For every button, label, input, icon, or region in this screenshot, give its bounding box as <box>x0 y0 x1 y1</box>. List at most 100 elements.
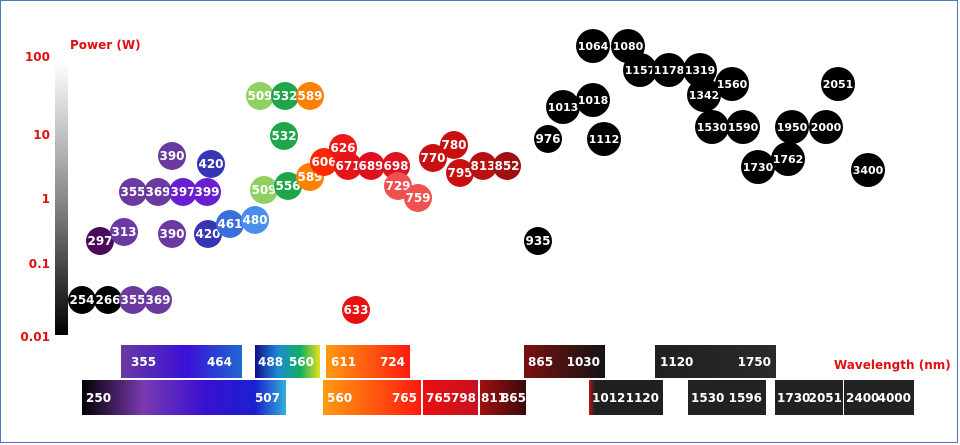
data-point-509 <box>246 82 274 110</box>
data-point-369 <box>144 178 172 206</box>
band-label: 1030 <box>567 355 600 369</box>
band-560-765 <box>323 380 421 415</box>
data-point-label: 397 <box>170 185 195 199</box>
data-point-1112 <box>587 122 621 156</box>
data-point-label: 420 <box>198 157 223 171</box>
data-point-label: 297 <box>87 234 112 248</box>
data-point-355 <box>119 178 147 206</box>
data-point-509 <box>250 176 278 204</box>
data-point-1590 <box>726 110 760 144</box>
data-point-label: 813 <box>470 159 495 173</box>
data-point-420 <box>194 220 222 248</box>
data-point-1762 <box>771 142 805 176</box>
band-label: 355 <box>131 355 156 369</box>
x-axis-label: Wavelength (nm) <box>834 358 951 372</box>
data-point-label: 1950 <box>777 121 808 134</box>
data-point-556 <box>274 172 302 200</box>
data-point-480 <box>241 206 269 234</box>
band-label: 250 <box>86 391 111 405</box>
data-point-759 <box>404 184 432 212</box>
data-point-label: 266 <box>95 293 120 307</box>
data-point-label: 626 <box>330 141 355 155</box>
data-point-1319 <box>683 53 717 87</box>
data-point-420 <box>197 150 225 178</box>
data-point-label: 355 <box>120 293 145 307</box>
data-point-671 <box>334 152 362 180</box>
band-label: 560 <box>327 391 352 405</box>
data-point-label: 606 <box>311 155 336 169</box>
data-point-label: 1730 <box>743 161 774 174</box>
y-tick-label: 100 <box>24 50 50 64</box>
data-point-label: 480 <box>242 213 267 227</box>
band-label: 1596 <box>729 391 762 405</box>
band-label: 865 <box>528 355 553 369</box>
y-tick-label: 1 <box>41 192 50 206</box>
data-point-label: 1112 <box>589 133 620 146</box>
data-point-label: 1342 <box>689 89 720 102</box>
data-point-label: 399 <box>194 185 219 199</box>
data-point-label: 729 <box>385 179 410 193</box>
bottom-band-row: 250 507 560 765 765 798 811 865 1012 112… <box>82 380 914 415</box>
data-point-label: 852 <box>494 159 519 173</box>
data-point-532 <box>271 82 299 110</box>
data-point-label: 633 <box>343 303 368 317</box>
data-point-589 <box>296 82 324 110</box>
band-765-798 <box>423 380 478 415</box>
data-point-1013 <box>546 90 580 124</box>
data-point-label: 1560 <box>717 78 748 91</box>
band-label: 1120 <box>626 391 659 405</box>
band-1730-2051 <box>775 380 843 415</box>
data-point-label: 2051 <box>823 78 854 91</box>
data-point-label: 1064 <box>578 40 609 53</box>
data-point-label: 1018 <box>578 94 609 107</box>
data-point-label: 770 <box>420 151 445 165</box>
data-point-label: 509 <box>247 89 272 103</box>
data-point-label: 390 <box>159 227 184 241</box>
data-point-813 <box>469 152 497 180</box>
data-point-390 <box>158 220 186 248</box>
band-865-1030 <box>524 345 605 378</box>
band-label: 507 <box>255 391 280 405</box>
data-point-795 <box>446 159 474 187</box>
data-point-label: 556 <box>275 179 300 193</box>
data-point-label: 369 <box>145 185 170 199</box>
data-point-label: 420 <box>195 227 220 241</box>
data-point-label: 1178 <box>654 64 685 77</box>
data-point-1950 <box>775 110 809 144</box>
data-point-852 <box>493 152 521 180</box>
data-point-461 <box>216 210 244 238</box>
y-tick-label: 10 <box>33 128 50 142</box>
data-point-label: 390 <box>159 149 184 163</box>
band-811-865 <box>480 380 526 415</box>
band-label: 865 <box>501 391 526 405</box>
band-250-507 <box>82 380 286 415</box>
data-point-976 <box>534 125 562 153</box>
data-point-label: 1080 <box>613 40 644 53</box>
band-355-464 <box>121 345 242 378</box>
y-tick-label: 0.01 <box>20 330 50 344</box>
band-label: 1750 <box>738 355 771 369</box>
data-point-1342 <box>687 78 721 112</box>
band-label: 464 <box>207 355 232 369</box>
data-point-label: 313 <box>111 225 136 239</box>
band-1012-1120 <box>589 380 663 415</box>
y-tick-label: 0.1 <box>28 257 50 271</box>
data-point-label: 976 <box>535 132 560 146</box>
data-point-label: 698 <box>383 159 408 173</box>
band-2400-4000 <box>844 380 914 415</box>
band-1120-1750 <box>655 345 776 378</box>
band-label: 724 <box>380 355 405 369</box>
band-label: 560 <box>289 355 314 369</box>
data-point-label: 509 <box>251 183 276 197</box>
data-point-label: 1762 <box>773 153 804 166</box>
data-point-935 <box>524 227 552 255</box>
data-point-label: 3400 <box>853 164 884 177</box>
data-point-label: 461 <box>217 217 242 231</box>
data-point-266 <box>94 286 122 314</box>
top-band-row: 355 464 488 560 611 724 865 1030 1120 17… <box>121 345 776 378</box>
band-label: 798 <box>451 391 476 405</box>
data-point-399 <box>193 178 221 206</box>
data-point-label: 589 <box>297 89 322 103</box>
band-611-724 <box>326 345 410 378</box>
